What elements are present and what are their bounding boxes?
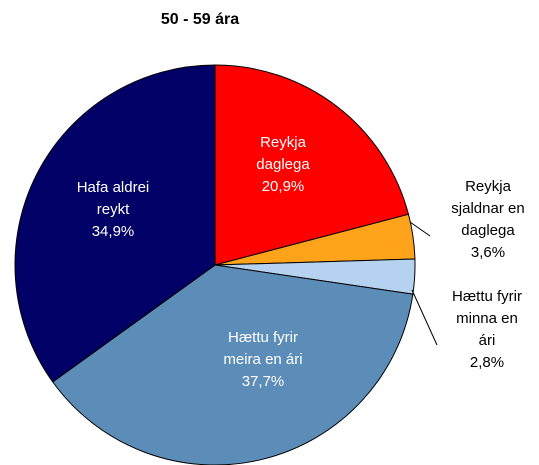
slice-label: Hafa aldrei [77,179,150,196]
slice-label: daglega [256,156,310,173]
chart-title: 50 - 59 ára [161,11,239,28]
value-label: 34,9% [92,223,135,240]
pie-slice [214,64,410,266]
slice-label: ári [479,332,496,349]
value-label: 3,6% [471,244,505,261]
slice-label: daglega [461,222,515,239]
leader-line [411,289,438,346]
slice-label: Reykja [260,134,307,151]
pie-slice [14,64,216,383]
value-label: 20,9% [262,178,305,195]
slice-label: reykt [97,201,130,218]
slice-label: Reykja [465,178,512,195]
value-label: 2,8% [470,354,504,371]
leader-line [409,221,431,237]
slice-label: Hættu fyrir [452,288,522,305]
value-label: 37,7% [242,373,285,390]
slice-label: Hættu fyrir [228,329,298,346]
slice-label: minna en [456,310,518,327]
pie-slice [52,264,414,465]
slice-label: meira en ári [223,351,302,368]
slice-label: sjaldnar en [451,200,524,217]
